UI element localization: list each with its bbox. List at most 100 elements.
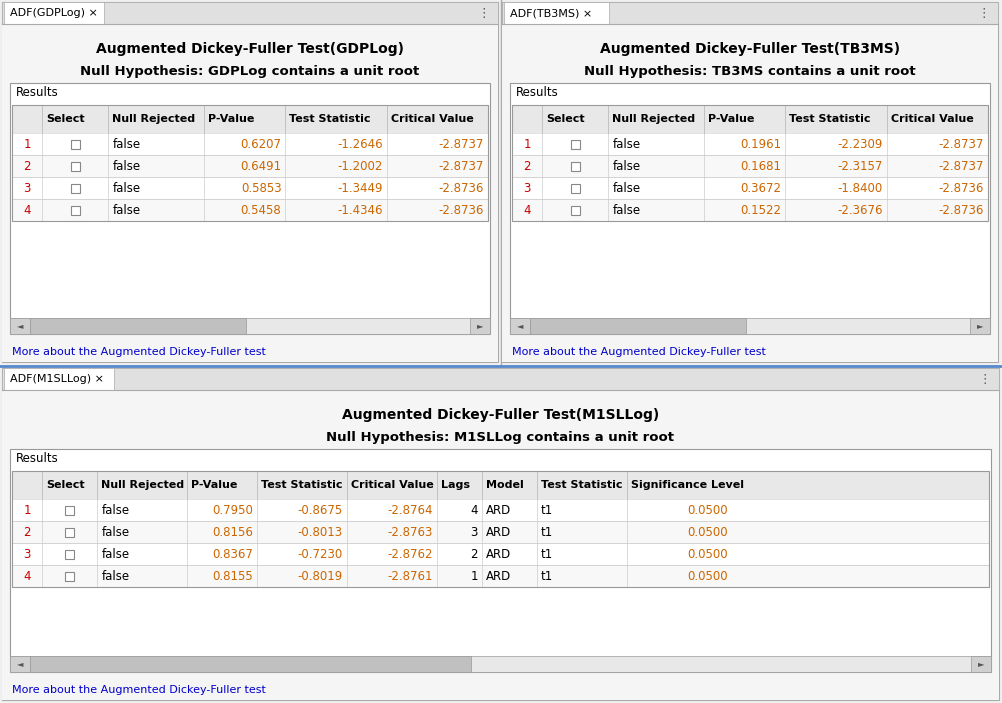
Bar	[71, 183, 80, 193]
Bar	[571, 205, 580, 214]
Text: 3: 3	[523, 181, 531, 195]
Text: -2.8736: -2.8736	[939, 203, 984, 217]
Bar	[510, 318, 990, 334]
Text: 0.8156: 0.8156	[212, 526, 253, 538]
Bar	[502, 2, 998, 24]
Bar	[512, 105, 988, 221]
Text: 4: 4	[471, 503, 478, 517]
Bar	[512, 155, 988, 177]
Bar	[71, 162, 80, 171]
Text: -2.8736: -2.8736	[939, 181, 984, 195]
Text: -2.3676: -2.3676	[838, 203, 883, 217]
Bar	[30, 656, 471, 672]
Text: 0.0500: 0.0500	[687, 548, 728, 560]
Text: Significance Level: Significance Level	[631, 480, 744, 490]
Text: Null Rejected: Null Rejected	[612, 114, 695, 124]
Text: 1: 1	[523, 138, 531, 150]
Text: -0.8675: -0.8675	[298, 503, 343, 517]
Text: ◄: ◄	[17, 659, 23, 669]
Text: Test Statistic: Test Statistic	[290, 114, 371, 124]
Bar	[10, 318, 490, 334]
Bar	[512, 177, 988, 199]
Text: Critical Value: Critical Value	[391, 114, 474, 124]
Text: -1.2002: -1.2002	[338, 160, 383, 172]
Text: ARD: ARD	[486, 569, 511, 583]
Text: Critical Value: Critical Value	[351, 480, 434, 490]
Text: 0.6491: 0.6491	[240, 160, 282, 172]
Bar	[65, 572, 74, 581]
Bar	[504, 2, 609, 24]
Text: 2: 2	[23, 160, 31, 172]
Text: -2.3157: -2.3157	[838, 160, 883, 172]
Text: -2.8763: -2.8763	[388, 526, 433, 538]
Text: ADF(GDPLog) ×: ADF(GDPLog) ×	[10, 8, 98, 18]
Text: -2.8737: -2.8737	[439, 160, 484, 172]
Bar	[10, 318, 30, 334]
Text: false: false	[113, 160, 141, 172]
Text: t1: t1	[541, 503, 553, 517]
Text: 0.0500: 0.0500	[687, 503, 728, 517]
Text: ►: ►	[977, 321, 983, 330]
Bar	[4, 368, 114, 390]
Text: Test Statistic: Test Statistic	[541, 480, 622, 490]
Bar	[2, 2, 498, 362]
Bar	[12, 105, 488, 133]
Text: 2: 2	[523, 160, 531, 172]
Text: More about the Augmented Dickey-Fuller test: More about the Augmented Dickey-Fuller t…	[12, 347, 266, 357]
Text: 2: 2	[23, 526, 31, 538]
Bar	[2, 390, 999, 700]
Bar	[71, 205, 80, 214]
Text: -0.8013: -0.8013	[298, 526, 343, 538]
Bar	[65, 527, 74, 536]
Bar	[12, 565, 989, 587]
Text: 1: 1	[471, 569, 478, 583]
Text: 4: 4	[23, 203, 31, 217]
Text: 3: 3	[23, 181, 31, 195]
Bar	[510, 318, 530, 334]
Text: 0.1522: 0.1522	[740, 203, 782, 217]
Bar	[10, 83, 490, 334]
Bar	[12, 155, 488, 177]
Text: ►: ►	[978, 659, 984, 669]
Text: P-Value: P-Value	[208, 114, 255, 124]
Text: -2.8736: -2.8736	[439, 203, 484, 217]
Text: 3: 3	[471, 526, 478, 538]
Text: Augmented Dickey-Fuller Test(TB3MS): Augmented Dickey-Fuller Test(TB3MS)	[600, 42, 900, 56]
Text: Null Hypothesis: M1SLLog contains a unit root: Null Hypothesis: M1SLLog contains a unit…	[327, 430, 674, 444]
Text: ⋮: ⋮	[478, 6, 490, 20]
Text: Results: Results	[16, 453, 59, 465]
Text: -2.8764: -2.8764	[388, 503, 433, 517]
Text: 4: 4	[523, 203, 531, 217]
Bar	[65, 505, 74, 515]
Text: -2.8737: -2.8737	[939, 160, 984, 172]
Text: 0.6207: 0.6207	[240, 138, 282, 150]
Text: 2: 2	[471, 548, 478, 560]
Text: Critical Value: Critical Value	[891, 114, 974, 124]
Text: -2.8761: -2.8761	[388, 569, 433, 583]
Bar	[2, 2, 498, 24]
Bar	[571, 162, 580, 171]
Text: -1.3449: -1.3449	[338, 181, 383, 195]
Text: 0.1681: 0.1681	[740, 160, 782, 172]
Text: 3: 3	[23, 548, 31, 560]
Text: false: false	[613, 160, 641, 172]
Bar	[12, 105, 488, 221]
Text: Null Hypothesis: TB3MS contains a unit root: Null Hypothesis: TB3MS contains a unit r…	[584, 65, 916, 77]
Text: ARD: ARD	[486, 526, 511, 538]
Text: Augmented Dickey-Fuller Test(GDPLog): Augmented Dickey-Fuller Test(GDPLog)	[96, 42, 404, 56]
Text: ◄: ◄	[17, 321, 23, 330]
Text: -1.8400: -1.8400	[838, 181, 883, 195]
Text: -2.8737: -2.8737	[939, 138, 984, 150]
Bar	[2, 368, 999, 700]
Bar	[2, 24, 498, 362]
Bar	[530, 318, 746, 334]
Text: Select: Select	[46, 114, 85, 124]
Text: false: false	[113, 181, 141, 195]
Text: 1: 1	[23, 503, 31, 517]
Text: Select: Select	[46, 480, 84, 490]
Text: false: false	[113, 203, 141, 217]
Bar	[512, 133, 988, 155]
Bar	[12, 499, 989, 521]
Text: 0.0500: 0.0500	[687, 569, 728, 583]
Text: P-Value: P-Value	[191, 480, 237, 490]
